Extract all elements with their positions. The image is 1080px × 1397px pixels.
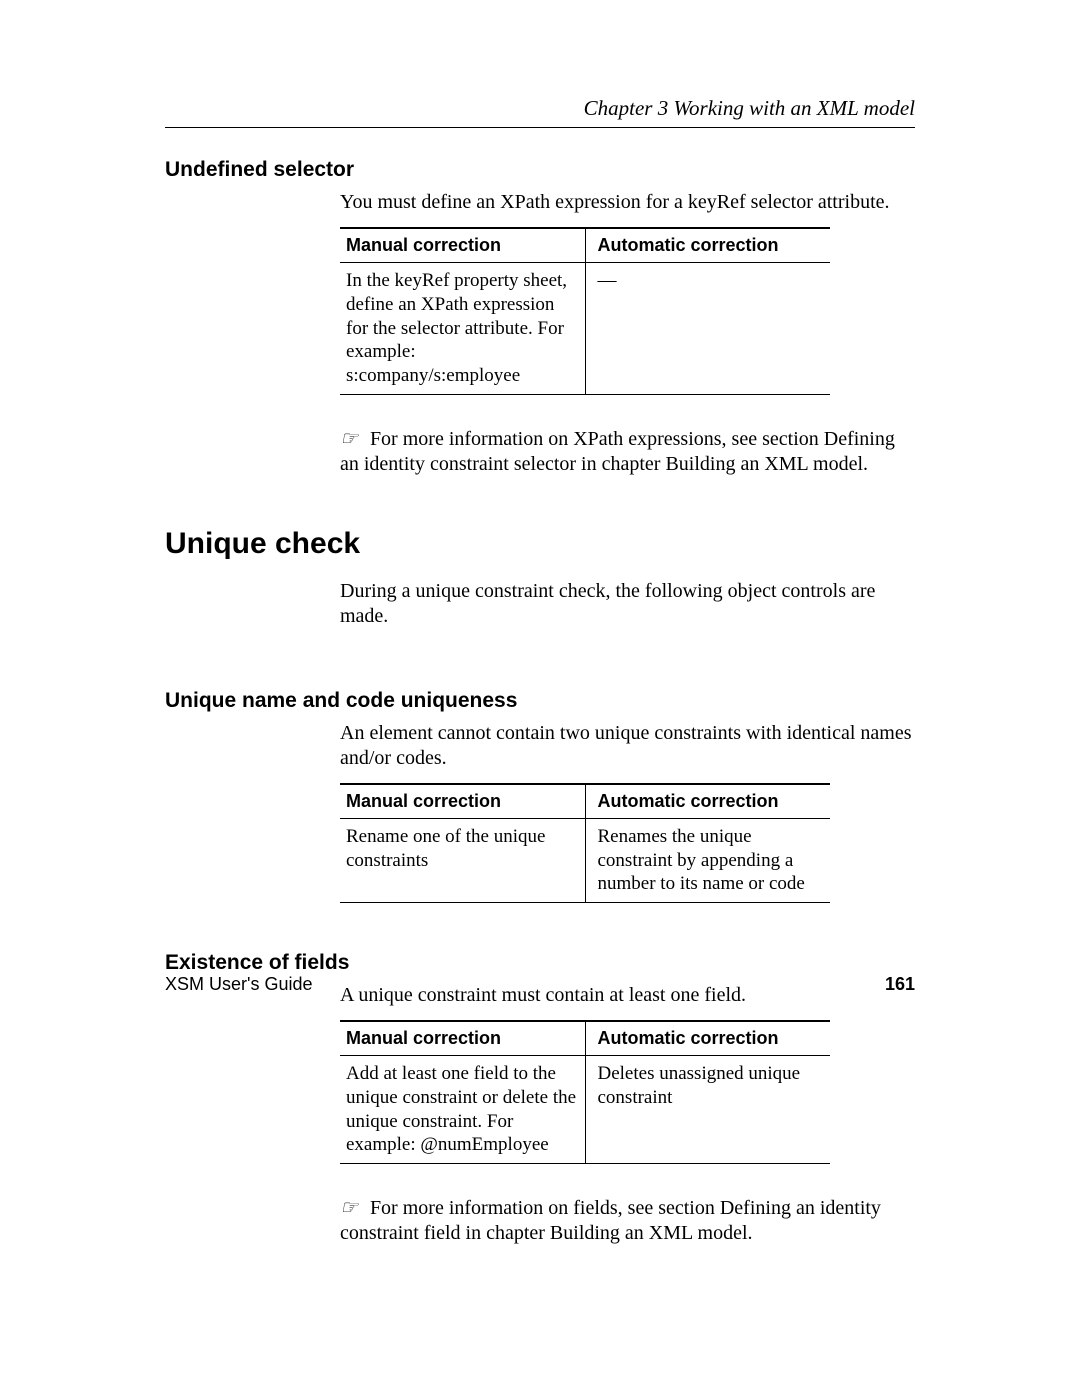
heading-unique-check: Unique check <box>165 527 915 561</box>
note-text: For more information on XPath expression… <box>340 428 895 475</box>
table-header-manual: Manual correction <box>340 228 585 263</box>
section-undefined-selector-body: You must define an XPath expression for … <box>340 190 915 477</box>
page-footer: XSM User's Guide 161 <box>165 974 915 995</box>
table-existence: Manual correction Automatic correction A… <box>340 1020 830 1164</box>
table-row: Add at least one field to the unique con… <box>340 1056 830 1164</box>
paragraph: During a unique constraint check, the fo… <box>340 579 915 629</box>
section-unique-name-body: An element cannot contain two unique con… <box>340 721 915 903</box>
table-cell-auto: Deletes unassigned unique constraint <box>585 1056 830 1164</box>
hand-pointer-icon: ☞ <box>340 1196 355 1221</box>
table-unique-name: Manual correction Automatic correction R… <box>340 783 830 903</box>
hand-pointer-icon: ☞ <box>340 427 355 452</box>
table-header-auto: Automatic correction <box>585 1021 830 1056</box>
footer-guide-name: XSM User's Guide <box>165 974 312 995</box>
note-text: For more information on fields, see sect… <box>340 1197 881 1244</box>
table-row: In the keyRef property sheet, define an … <box>340 263 830 395</box>
table-header-auto: Automatic correction <box>585 784 830 819</box>
table-row: Rename one of the unique constraints Ren… <box>340 818 830 902</box>
table-header-manual: Manual correction <box>340 1021 585 1056</box>
paragraph: An element cannot contain two unique con… <box>340 721 915 771</box>
table-cell-manual: Add at least one field to the unique con… <box>340 1056 585 1164</box>
footer-page-number: 161 <box>885 974 915 995</box>
heading-undefined-selector: Undefined selector <box>165 158 915 182</box>
section-existence-body: A unique constraint must contain at leas… <box>340 983 915 1246</box>
note-paragraph: ☞ For more information on XPath expressi… <box>340 427 915 477</box>
table-header-auto: Automatic correction <box>585 228 830 263</box>
table-header-manual: Manual correction <box>340 784 585 819</box>
document-page: Chapter 3 Working with an XML model Unde… <box>0 0 1080 1397</box>
note-paragraph: ☞ For more information on fields, see se… <box>340 1196 915 1246</box>
section-unique-check-body: During a unique constraint check, the fo… <box>340 579 915 629</box>
heading-existence-of-fields: Existence of fields <box>165 951 915 975</box>
table-cell-auto: Renames the unique constraint by appendi… <box>585 818 830 902</box>
table-cell-manual: Rename one of the unique constraints <box>340 818 585 902</box>
paragraph: You must define an XPath expression for … <box>340 190 915 215</box>
table-cell-auto: — <box>585 263 830 395</box>
heading-unique-name: Unique name and code uniqueness <box>165 689 915 713</box>
table-cell-manual: In the keyRef property sheet, define an … <box>340 263 585 395</box>
table-undefined-selector: Manual correction Automatic correction I… <box>340 227 830 395</box>
running-header: Chapter 3 Working with an XML model <box>165 96 915 128</box>
